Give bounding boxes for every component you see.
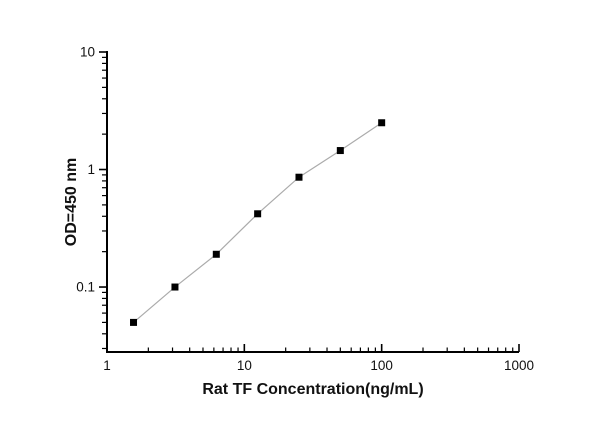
y-axis-ticks: 0.1 1 10 xyxy=(76,45,107,350)
data-point-marker xyxy=(130,318,138,326)
y-tick-label: 1 xyxy=(87,162,95,177)
x-axis-ticks: 1 10 100 1000 xyxy=(103,344,534,373)
y-axis-title: OD=450 nm xyxy=(63,158,80,246)
series-line xyxy=(133,122,383,323)
y-tick-label: 0.1 xyxy=(76,280,95,295)
x-tick-label: 100 xyxy=(370,358,393,373)
data-point-marker xyxy=(378,119,386,127)
plot-axes: 1 10 100 1000 0.1 1 10 xyxy=(76,45,534,374)
data-series xyxy=(130,119,386,326)
x-tick-label: 1 xyxy=(103,358,111,373)
data-point-marker xyxy=(171,283,179,291)
x-tick-label: 1000 xyxy=(504,358,534,373)
x-tick-label: 10 xyxy=(237,358,252,373)
x-axis-title: Rat TF Concentration(ng/mL) xyxy=(202,381,423,398)
data-point-marker xyxy=(254,210,262,218)
data-point-marker xyxy=(295,173,303,181)
y-tick-label: 10 xyxy=(80,45,95,60)
data-point-marker xyxy=(336,147,344,155)
data-point-marker xyxy=(212,250,220,258)
